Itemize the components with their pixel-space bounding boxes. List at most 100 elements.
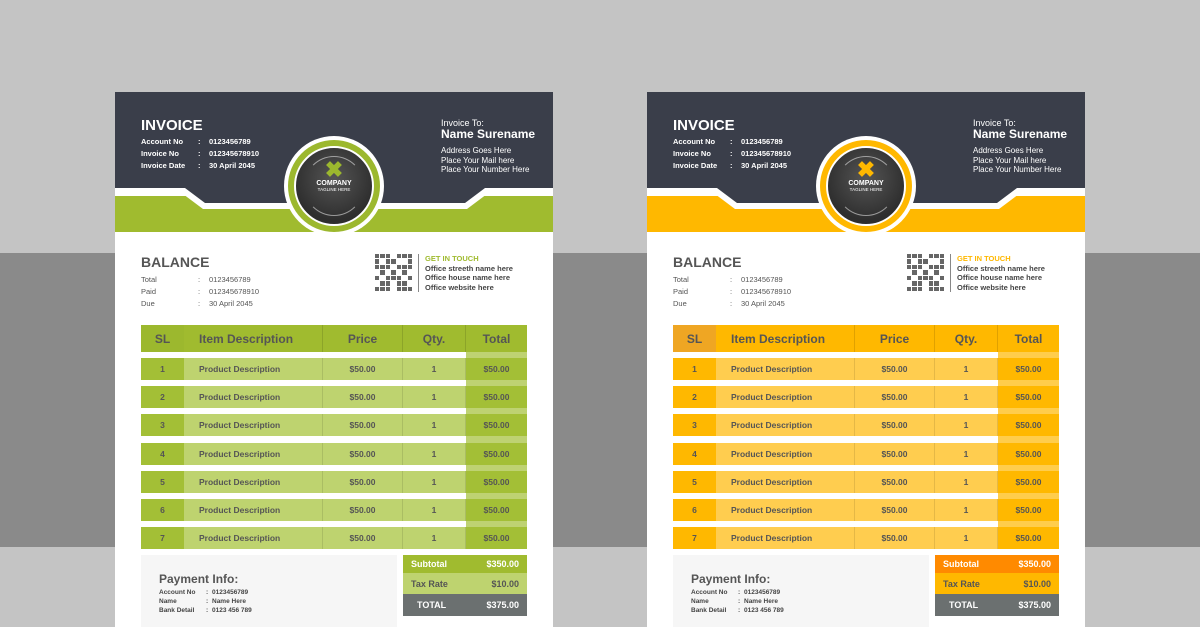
totals-label: TOTAL bbox=[949, 600, 979, 610]
table-cell: $50.00 bbox=[466, 499, 527, 521]
table-cell: 1 bbox=[403, 414, 466, 437]
totals-row: TOTAL $375.00 bbox=[403, 594, 527, 616]
qr-cell bbox=[907, 281, 911, 285]
divider bbox=[950, 254, 951, 292]
table-cell: $50.00 bbox=[323, 414, 403, 437]
totals-row: TOTAL $375.00 bbox=[935, 594, 1059, 616]
balance-value: 30 April 2045 bbox=[741, 299, 785, 308]
contact-line: Office house name here bbox=[425, 273, 511, 282]
table-cell: $50.00 bbox=[323, 358, 403, 380]
totals-row: Subtotal $350.00 bbox=[403, 555, 527, 573]
table-cell: 7 bbox=[673, 527, 716, 550]
qr-cell bbox=[375, 264, 380, 270]
qr-cell bbox=[380, 276, 384, 280]
qr-cell bbox=[402, 254, 407, 259]
qr-cell bbox=[934, 264, 939, 270]
payment-row: Name: Name Here bbox=[159, 598, 246, 605]
balance-row: Total:0123456789 bbox=[141, 275, 251, 284]
invoice-page: ✖ COMPANY TAGLINE HERE INVOICE Account No:01… bbox=[115, 92, 553, 627]
table-header: SL Item Description Price Qty. Total bbox=[673, 325, 1059, 352]
column-header: Price bbox=[323, 325, 403, 352]
qr-cell bbox=[391, 254, 395, 258]
payment-info: Payment Info: Account No:0123456789 Name: N… bbox=[673, 555, 929, 627]
table-cell: $50.00 bbox=[466, 386, 527, 409]
separator: : bbox=[198, 149, 201, 158]
table-cell: 2 bbox=[141, 386, 184, 409]
table-cell: 1 bbox=[141, 358, 184, 380]
table-row: 7 Product Description $50.00 1 $50.00 bbox=[673, 527, 1059, 550]
qr-cell bbox=[402, 259, 406, 263]
payment-value: Name Here bbox=[744, 598, 778, 605]
table-cell: 1 bbox=[673, 358, 716, 380]
table-row: 1 Product Description $50.00 1 $50.00 bbox=[141, 358, 527, 380]
qr-cell bbox=[396, 281, 402, 286]
separator: : bbox=[738, 607, 741, 614]
contact-line: Office house name here bbox=[957, 273, 1043, 282]
qr-cell bbox=[912, 286, 917, 291]
invoice-to: Invoice To: Name Surename Address Goes Her… bbox=[973, 118, 1067, 175]
separator: : bbox=[198, 137, 201, 146]
qr-cell bbox=[407, 254, 412, 259]
qr-cell bbox=[912, 254, 917, 259]
qr-cell bbox=[907, 254, 912, 259]
qr-cell bbox=[402, 276, 406, 280]
qr-cell bbox=[934, 254, 939, 259]
table-cell: $50.00 bbox=[466, 470, 527, 493]
qr-cell bbox=[912, 270, 917, 275]
qr-cell bbox=[385, 264, 391, 270]
invoice-to: Invoice To: Name Surename Address Goes Her… bbox=[441, 118, 535, 175]
column-header: Item Description bbox=[184, 325, 323, 352]
meta-label: Invoice No bbox=[673, 149, 711, 158]
table-cell: $50.00 bbox=[323, 499, 403, 521]
table-cell: Product Description bbox=[716, 442, 855, 465]
column-header: Total bbox=[1014, 331, 1043, 346]
balance-row: Due:30 April 2045 bbox=[141, 299, 253, 308]
meta-label: Invoice Date bbox=[673, 161, 718, 170]
qr-cell bbox=[923, 287, 927, 291]
table-cell: $50.00 bbox=[855, 527, 935, 550]
qr-cell bbox=[939, 259, 944, 264]
table-cell: Product Description bbox=[184, 358, 323, 380]
table-cell: Product Description bbox=[716, 386, 855, 409]
invoice-title: INVOICE bbox=[141, 117, 203, 134]
invoice-to-label: Invoice To: bbox=[441, 118, 484, 128]
table-cell: $50.00 bbox=[855, 442, 935, 465]
qr-cell bbox=[391, 287, 395, 291]
payment-row: Account No:0123456789 bbox=[691, 589, 780, 596]
qr-cell bbox=[385, 275, 391, 281]
qr-cell bbox=[934, 276, 938, 280]
qr-cell bbox=[408, 281, 412, 285]
qr-cell bbox=[928, 286, 934, 291]
table-cell: $50.00 bbox=[855, 470, 935, 493]
table-cell: $50.00 bbox=[855, 386, 935, 409]
table-row: 6 Product Description $50.00 1 $50.00 bbox=[141, 499, 527, 521]
totals-value: $10.00 bbox=[1023, 578, 1051, 589]
column-header: Total bbox=[482, 331, 511, 346]
totals-label: Subtotal bbox=[411, 559, 447, 569]
balance-value: 0123456789 bbox=[741, 275, 783, 284]
totals-label: Tax Rate bbox=[943, 578, 980, 589]
totals-value: $350.00 bbox=[486, 559, 519, 569]
table-cell: 1 bbox=[403, 358, 466, 380]
qr-cell bbox=[391, 270, 396, 275]
qr-cell bbox=[918, 270, 922, 274]
meta-label: Invoice No bbox=[141, 149, 179, 158]
balance-label: Paid bbox=[141, 287, 157, 296]
qr-cell bbox=[375, 254, 380, 259]
invoice-to-label: Invoice To: bbox=[973, 118, 1016, 128]
qr-cell bbox=[928, 254, 934, 259]
table-cell: Product Description bbox=[716, 527, 855, 550]
table-cell: 1 bbox=[403, 499, 466, 521]
contact-info: GET IN TOUCH Office streeth name here Offi… bbox=[957, 254, 1045, 292]
table-row: 4 Product Description $50.00 1 $50.00 bbox=[141, 442, 527, 465]
qr-cell bbox=[939, 275, 944, 281]
column-header: Price bbox=[855, 325, 935, 352]
qr-cell bbox=[385, 259, 391, 264]
company-logo: ✖ COMPANY TAGLINE HERE bbox=[826, 146, 906, 226]
totals-row: Subtotal $350.00 bbox=[935, 555, 1059, 573]
table-cell: 1 bbox=[935, 414, 998, 437]
qr-cell bbox=[917, 286, 923, 291]
table-row: 7 Product Description $50.00 1 $50.00 bbox=[141, 527, 527, 550]
table-cell: $50.00 bbox=[998, 358, 1059, 380]
table-cell: 3 bbox=[673, 414, 716, 437]
